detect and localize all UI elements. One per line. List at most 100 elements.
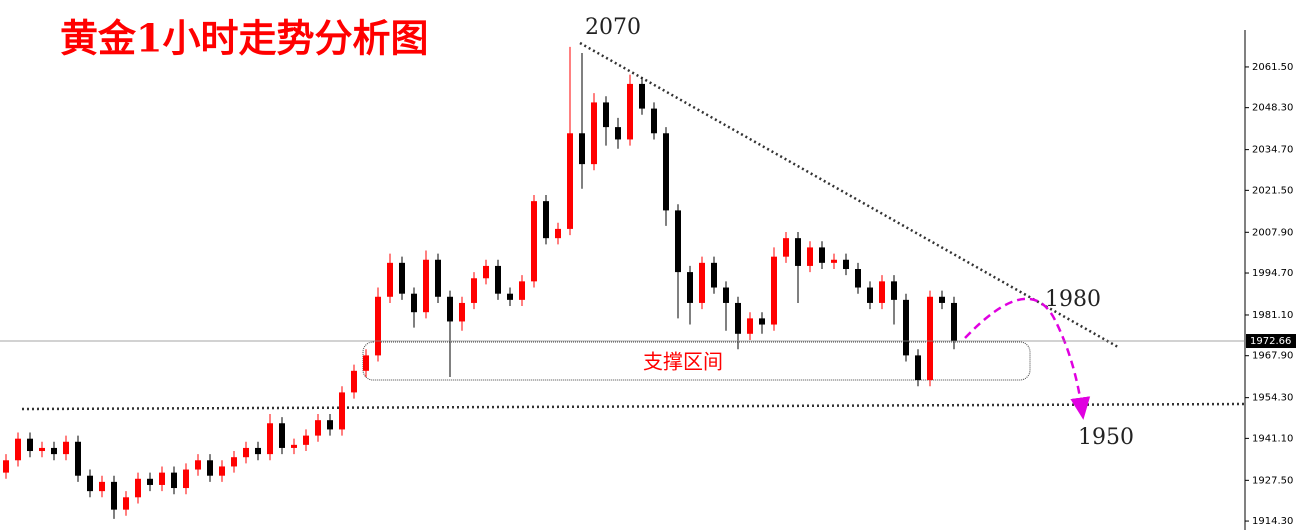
candle-body [771,256,777,325]
candle-body [255,447,261,455]
candle-body [615,127,621,140]
candle-body [3,460,9,473]
y-tick-label: 1981.10 [1252,310,1293,321]
candle-body [135,478,141,498]
candle-body [363,355,369,371]
y-tick-label: 2007.90 [1252,227,1293,238]
candle-body [87,475,93,492]
y-tick-label: 2021.50 [1252,185,1293,196]
annotation: 1950 [1078,425,1134,450]
candle-body [327,420,333,430]
candle-body [183,469,189,489]
y-tick-label: 1967.90 [1252,351,1293,362]
candle-body [267,423,273,455]
candle-body [519,281,525,300]
candle-body [819,247,825,263]
candle-body [831,259,837,263]
candle-body [687,272,693,303]
candle-body [879,281,885,303]
candle-body [111,481,117,510]
candle-body [423,259,429,313]
candle-body [591,102,597,165]
candle-body [339,392,345,430]
candle-body [15,438,21,461]
y-tick-label: 2034.70 [1252,145,1293,156]
y-tick-label: 1941.10 [1252,433,1293,444]
candle-body [867,287,873,303]
candle-body [459,302,465,322]
candle-body [147,478,153,485]
candle-body [387,262,393,297]
candle-body [891,281,897,300]
candle-body [795,238,801,266]
annotation: 1980 [1045,287,1101,312]
support-line [21,402,1246,411]
y-tick-label: 1914.30 [1252,516,1293,527]
candle-body [159,472,165,485]
candle-body [603,102,609,128]
forecast-arrow [964,297,1091,420]
y-tick-label: 1954.30 [1252,393,1293,404]
candle-body [531,201,537,282]
candle-body [783,238,789,257]
candle-body [63,441,69,455]
candle-body [735,302,741,334]
candle-body [639,83,645,109]
candle-body [51,447,57,455]
candle-body [291,444,297,448]
candle-body [651,108,657,134]
candle-body [747,318,753,334]
candle-body [567,133,573,229]
candle-body [435,259,441,297]
candle-body [471,278,477,303]
candle-body [231,457,237,467]
candle-body [759,318,765,325]
candle-body [99,481,105,492]
candle-body [207,460,213,476]
candle-body [399,262,405,294]
candle-body [279,423,285,448]
candle-body [195,460,201,470]
candle-body [939,296,945,303]
candle-body [171,472,177,489]
candle-body [243,447,249,458]
y-tick-label: 1927.50 [1252,475,1293,486]
candle-body [903,299,909,356]
candle-body [843,259,849,270]
candle-body [375,296,381,356]
candle-body [855,269,861,288]
y-tick-label: 2048.30 [1252,103,1293,114]
y-tick-label: 2061.50 [1252,62,1293,73]
candle-body [39,447,45,452]
candle-body [711,262,717,288]
candle-body [75,441,81,476]
candle-body [351,370,357,393]
candle-body [315,420,321,436]
candle-body [579,133,585,165]
y-tick-label: 1994.70 [1252,268,1293,279]
chart-title: 黄金1小时走势分析图 [60,16,428,61]
candle-body [663,133,669,211]
candle-body [723,287,729,303]
candle-body [507,293,513,300]
annotation: 支撑区间 [643,350,723,374]
last-price-box [1246,334,1296,349]
candle-body [555,228,561,239]
candle-body [495,265,501,294]
candle-body [951,302,957,342]
candle-body [807,247,813,266]
annotation: 2070 [585,15,641,40]
candle-body [483,265,489,279]
candle-body [627,83,633,140]
candle-body [123,497,129,510]
candle-body [675,210,681,273]
candle-body [543,201,549,239]
candle-body [219,466,225,476]
last-price-label: 1972.66 [1250,336,1291,347]
candle-body [915,355,921,381]
candle-body [699,262,705,303]
candle-body [447,296,453,322]
candle-body [927,296,933,381]
candle-body [303,435,309,445]
